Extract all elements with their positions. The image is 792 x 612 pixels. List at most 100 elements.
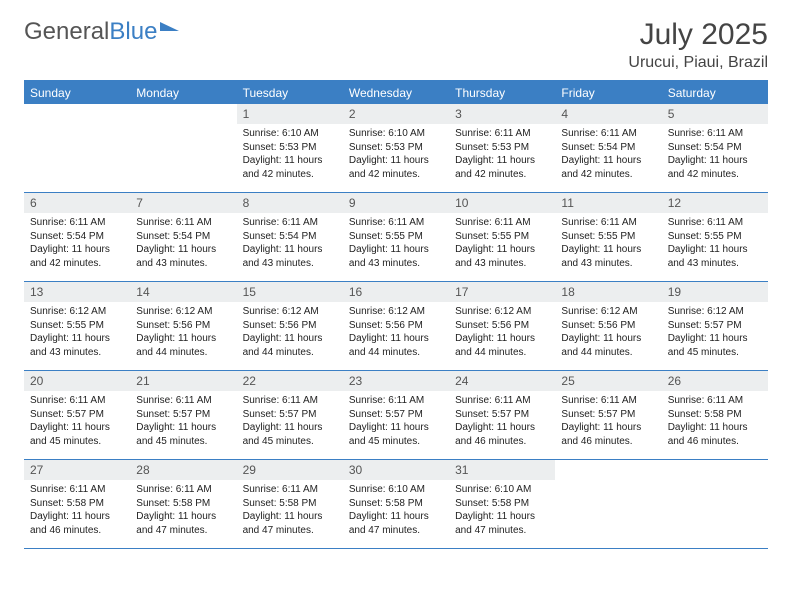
logo-text-2: Blue — [109, 18, 157, 46]
day-number: 5 — [662, 104, 768, 124]
day-number: 3 — [449, 104, 555, 124]
sunrise-text: Sunrise: 6:12 AM — [455, 305, 549, 319]
sunrise-text: Sunrise: 6:12 AM — [349, 305, 443, 319]
daylight-text: Daylight: 11 hours and 43 minutes. — [243, 243, 337, 270]
sunset-text: Sunset: 5:58 PM — [136, 497, 230, 511]
sunset-text: Sunset: 5:56 PM — [561, 319, 655, 333]
daylight-text: Daylight: 11 hours and 46 minutes. — [561, 421, 655, 448]
day-cell: 25Sunrise: 6:11 AMSunset: 5:57 PMDayligh… — [555, 371, 661, 459]
weekday-header: Monday — [130, 82, 236, 104]
daylight-text: Daylight: 11 hours and 42 minutes. — [349, 154, 443, 181]
sunset-text: Sunset: 5:57 PM — [136, 408, 230, 422]
day-content: Sunrise: 6:11 AMSunset: 5:54 PMDaylight:… — [237, 213, 343, 276]
day-cell: 4Sunrise: 6:11 AMSunset: 5:54 PMDaylight… — [555, 104, 661, 192]
weekday-row: Sunday Monday Tuesday Wednesday Thursday… — [24, 82, 768, 104]
sunrise-text: Sunrise: 6:11 AM — [561, 394, 655, 408]
day-number: 30 — [343, 460, 449, 480]
day-number: 27 — [24, 460, 130, 480]
day-cell: 8Sunrise: 6:11 AMSunset: 5:54 PMDaylight… — [237, 193, 343, 281]
day-cell: 17Sunrise: 6:12 AMSunset: 5:56 PMDayligh… — [449, 282, 555, 370]
day-cell: 22Sunrise: 6:11 AMSunset: 5:57 PMDayligh… — [237, 371, 343, 459]
day-cell: 27Sunrise: 6:11 AMSunset: 5:58 PMDayligh… — [24, 460, 130, 548]
title-block: July 2025 Urucui, Piaui, Brazil — [628, 18, 768, 72]
day-cell: 16Sunrise: 6:12 AMSunset: 5:56 PMDayligh… — [343, 282, 449, 370]
day-content: Sunrise: 6:12 AMSunset: 5:56 PMDaylight:… — [343, 302, 449, 365]
daylight-text: Daylight: 11 hours and 42 minutes. — [561, 154, 655, 181]
daylight-text: Daylight: 11 hours and 45 minutes. — [136, 421, 230, 448]
daylight-text: Daylight: 11 hours and 45 minutes. — [30, 421, 124, 448]
day-content: Sunrise: 6:11 AMSunset: 5:54 PMDaylight:… — [24, 213, 130, 276]
daylight-text: Daylight: 11 hours and 45 minutes. — [243, 421, 337, 448]
day-number: 19 — [662, 282, 768, 302]
sunrise-text: Sunrise: 6:11 AM — [561, 127, 655, 141]
daylight-text: Daylight: 11 hours and 42 minutes. — [243, 154, 337, 181]
sunrise-text: Sunrise: 6:10 AM — [349, 127, 443, 141]
sunset-text: Sunset: 5:58 PM — [668, 408, 762, 422]
day-number: 7 — [130, 193, 236, 213]
weekday-header: Friday — [555, 82, 661, 104]
day-number: 24 — [449, 371, 555, 391]
day-content: Sunrise: 6:11 AMSunset: 5:55 PMDaylight:… — [449, 213, 555, 276]
weeks-container: ..1Sunrise: 6:10 AMSunset: 5:53 PMDaylig… — [24, 104, 768, 549]
sunrise-text: Sunrise: 6:11 AM — [455, 216, 549, 230]
logo: GeneralBlue — [24, 18, 181, 46]
day-cell: 20Sunrise: 6:11 AMSunset: 5:57 PMDayligh… — [24, 371, 130, 459]
day-cell: . — [130, 104, 236, 192]
sunset-text: Sunset: 5:56 PM — [136, 319, 230, 333]
day-number: 10 — [449, 193, 555, 213]
week-row: 6Sunrise: 6:11 AMSunset: 5:54 PMDaylight… — [24, 193, 768, 282]
daylight-text: Daylight: 11 hours and 47 minutes. — [243, 510, 337, 537]
day-number: 28 — [130, 460, 236, 480]
sunset-text: Sunset: 5:55 PM — [561, 230, 655, 244]
day-cell: 15Sunrise: 6:12 AMSunset: 5:56 PMDayligh… — [237, 282, 343, 370]
day-number: 11 — [555, 193, 661, 213]
sunset-text: Sunset: 5:54 PM — [136, 230, 230, 244]
day-cell: . — [662, 460, 768, 548]
daylight-text: Daylight: 11 hours and 47 minutes. — [136, 510, 230, 537]
daylight-text: Daylight: 11 hours and 47 minutes. — [455, 510, 549, 537]
day-content: Sunrise: 6:12 AMSunset: 5:56 PMDaylight:… — [555, 302, 661, 365]
sunset-text: Sunset: 5:53 PM — [243, 141, 337, 155]
daylight-text: Daylight: 11 hours and 42 minutes. — [668, 154, 762, 181]
sunrise-text: Sunrise: 6:11 AM — [136, 216, 230, 230]
day-content: Sunrise: 6:11 AMSunset: 5:54 PMDaylight:… — [662, 124, 768, 187]
sunrise-text: Sunrise: 6:11 AM — [668, 127, 762, 141]
day-cell: 1Sunrise: 6:10 AMSunset: 5:53 PMDaylight… — [237, 104, 343, 192]
day-content: Sunrise: 6:11 AMSunset: 5:57 PMDaylight:… — [237, 391, 343, 454]
sunrise-text: Sunrise: 6:10 AM — [455, 483, 549, 497]
day-cell: 14Sunrise: 6:12 AMSunset: 5:56 PMDayligh… — [130, 282, 236, 370]
weekday-header: Tuesday — [237, 82, 343, 104]
day-content: Sunrise: 6:11 AMSunset: 5:58 PMDaylight:… — [237, 480, 343, 543]
day-cell: 3Sunrise: 6:11 AMSunset: 5:53 PMDaylight… — [449, 104, 555, 192]
sunset-text: Sunset: 5:58 PM — [30, 497, 124, 511]
daylight-text: Daylight: 11 hours and 47 minutes. — [349, 510, 443, 537]
day-cell: 7Sunrise: 6:11 AMSunset: 5:54 PMDaylight… — [130, 193, 236, 281]
daylight-text: Daylight: 11 hours and 44 minutes. — [243, 332, 337, 359]
daylight-text: Daylight: 11 hours and 46 minutes. — [30, 510, 124, 537]
day-content: Sunrise: 6:11 AMSunset: 5:57 PMDaylight:… — [130, 391, 236, 454]
sunset-text: Sunset: 5:58 PM — [243, 497, 337, 511]
week-row: ..1Sunrise: 6:10 AMSunset: 5:53 PMDaylig… — [24, 104, 768, 193]
sunset-text: Sunset: 5:57 PM — [30, 408, 124, 422]
day-number: 25 — [555, 371, 661, 391]
weekday-header: Wednesday — [343, 82, 449, 104]
sunset-text: Sunset: 5:55 PM — [349, 230, 443, 244]
day-content: Sunrise: 6:11 AMSunset: 5:58 PMDaylight:… — [130, 480, 236, 543]
daylight-text: Daylight: 11 hours and 44 minutes. — [561, 332, 655, 359]
day-cell: 13Sunrise: 6:12 AMSunset: 5:55 PMDayligh… — [24, 282, 130, 370]
calendar: Sunday Monday Tuesday Wednesday Thursday… — [24, 80, 768, 549]
day-cell: 10Sunrise: 6:11 AMSunset: 5:55 PMDayligh… — [449, 193, 555, 281]
day-number: 22 — [237, 371, 343, 391]
sunset-text: Sunset: 5:54 PM — [30, 230, 124, 244]
sunset-text: Sunset: 5:55 PM — [668, 230, 762, 244]
day-cell: 2Sunrise: 6:10 AMSunset: 5:53 PMDaylight… — [343, 104, 449, 192]
day-number: 21 — [130, 371, 236, 391]
day-number: 14 — [130, 282, 236, 302]
sunrise-text: Sunrise: 6:11 AM — [349, 394, 443, 408]
weekday-header: Sunday — [24, 82, 130, 104]
daylight-text: Daylight: 11 hours and 44 minutes. — [349, 332, 443, 359]
day-content: Sunrise: 6:11 AMSunset: 5:57 PMDaylight:… — [24, 391, 130, 454]
sunrise-text: Sunrise: 6:11 AM — [30, 216, 124, 230]
day-content: Sunrise: 6:12 AMSunset: 5:56 PMDaylight:… — [449, 302, 555, 365]
day-cell: 31Sunrise: 6:10 AMSunset: 5:58 PMDayligh… — [449, 460, 555, 548]
